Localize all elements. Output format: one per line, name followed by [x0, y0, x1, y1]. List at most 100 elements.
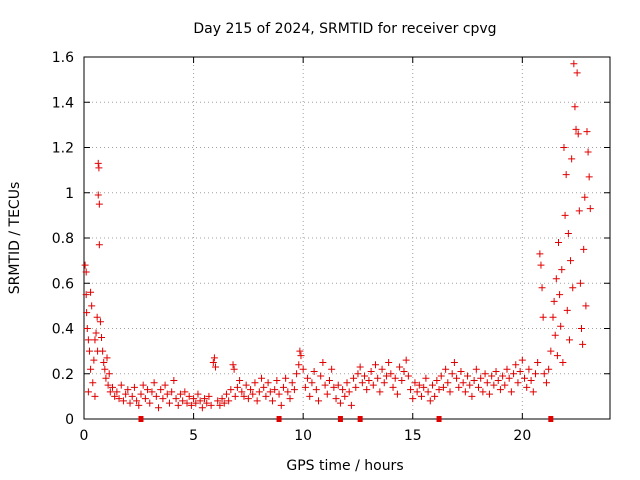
data-point	[165, 399, 173, 407]
data-point	[424, 388, 432, 396]
data-point	[296, 347, 304, 355]
data-point	[479, 388, 487, 396]
data-point	[380, 379, 388, 387]
data-point	[101, 365, 109, 373]
y-axis-ticks: 0 0.2 0.4 0.6 0.8 1 1.2 1.4 1.6	[52, 50, 610, 428]
data-point	[258, 374, 266, 382]
data-point	[92, 329, 100, 337]
data-point	[247, 386, 255, 394]
x-tick-label: 5	[189, 428, 198, 444]
data-point	[547, 347, 555, 355]
data-point	[227, 386, 235, 394]
data-point	[435, 386, 443, 394]
data-point	[426, 397, 434, 405]
data-point	[187, 401, 195, 409]
data-point	[330, 383, 338, 391]
data-point	[450, 358, 458, 366]
x-tick-label: 15	[404, 428, 422, 444]
y-axis-title: SRMTID / TECUs	[7, 182, 23, 295]
data-point	[492, 367, 500, 375]
data-point	[374, 374, 382, 382]
data-point	[365, 377, 373, 385]
data-point	[174, 401, 182, 409]
data-point	[122, 390, 130, 398]
data-point	[514, 379, 522, 387]
data-point	[253, 397, 261, 405]
data-point	[571, 103, 579, 111]
x-tick-label: 20	[513, 428, 531, 444]
data-point	[455, 383, 463, 391]
data-point	[222, 390, 230, 398]
data-point	[464, 372, 472, 380]
data-point	[563, 306, 571, 314]
data-point	[389, 383, 397, 391]
data-point	[542, 379, 550, 387]
data-point	[141, 395, 149, 403]
data-point	[84, 336, 92, 344]
data-points	[81, 60, 594, 422]
data-point	[477, 374, 485, 382]
data-point	[356, 363, 364, 371]
data-point	[225, 397, 233, 405]
data-point	[176, 390, 184, 398]
data-point	[385, 358, 393, 366]
data-point	[550, 297, 558, 305]
data-point	[161, 381, 169, 389]
data-point	[207, 401, 215, 409]
data-point	[466, 381, 474, 389]
data-point	[286, 395, 294, 403]
data-point	[284, 388, 292, 396]
x-tick-label: 0	[80, 428, 89, 444]
data-point	[501, 381, 509, 389]
data-point	[398, 377, 406, 385]
data-point	[113, 388, 121, 396]
data-point	[367, 367, 375, 375]
data-point	[382, 372, 390, 380]
data-point	[105, 370, 113, 378]
data-point	[137, 390, 145, 398]
data-point	[578, 325, 586, 332]
data-point	[527, 377, 535, 385]
data-point	[117, 381, 125, 389]
data-point	[91, 336, 99, 344]
data-point	[499, 372, 507, 380]
y-tick-label: 1.6	[52, 50, 74, 66]
data-point	[308, 379, 316, 387]
outage-marker	[337, 416, 343, 422]
data-point	[567, 257, 575, 265]
data-point	[562, 171, 570, 179]
data-point	[163, 390, 171, 398]
data-point	[391, 374, 399, 382]
data-point	[275, 390, 283, 398]
y-tick-label: 0.4	[52, 322, 74, 338]
data-point	[135, 401, 143, 409]
data-point	[453, 374, 461, 382]
data-point	[488, 372, 496, 380]
data-point	[139, 381, 147, 389]
data-point	[196, 397, 204, 405]
data-point	[439, 383, 447, 391]
data-point	[446, 388, 454, 396]
y-tick-label: 1	[65, 186, 74, 202]
data-point	[299, 365, 307, 373]
data-point	[220, 399, 228, 407]
data-point	[343, 379, 351, 387]
data-point	[485, 390, 493, 398]
data-point	[183, 399, 191, 407]
outage-marker	[276, 416, 282, 422]
data-point	[494, 377, 502, 385]
data-point	[565, 336, 573, 344]
data-point	[518, 356, 526, 364]
data-point	[100, 358, 108, 366]
data-point	[212, 363, 219, 371]
data-point	[339, 386, 347, 394]
data-point	[422, 374, 430, 382]
data-point	[82, 291, 90, 299]
data-point	[369, 381, 377, 389]
data-point	[251, 379, 259, 387]
data-point	[301, 383, 309, 391]
data-point	[407, 386, 415, 394]
data-point	[475, 383, 482, 391]
data-point	[295, 361, 303, 369]
data-point	[233, 383, 241, 391]
